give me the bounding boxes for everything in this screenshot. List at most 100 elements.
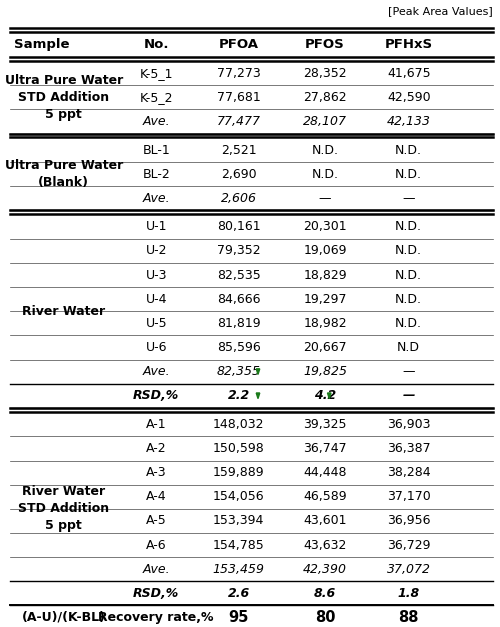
Text: 88: 88: [398, 610, 419, 625]
Text: BL-2: BL-2: [142, 167, 170, 181]
Text: K-5_1: K-5_1: [140, 66, 173, 80]
Text: 77,273: 77,273: [217, 66, 260, 80]
Text: Ave.: Ave.: [142, 115, 170, 128]
Text: 79,352: 79,352: [217, 245, 260, 258]
Text: 154,785: 154,785: [213, 539, 264, 552]
Text: N.D: N.D: [397, 341, 420, 354]
Text: 36,903: 36,903: [387, 418, 430, 431]
Text: 1.8: 1.8: [398, 587, 420, 600]
Text: Sample: Sample: [14, 38, 70, 51]
Text: —: —: [402, 192, 415, 205]
Text: 42,590: 42,590: [387, 91, 430, 104]
Text: N.D.: N.D.: [395, 245, 422, 258]
Text: 28,352: 28,352: [303, 66, 347, 80]
Text: 46,589: 46,589: [303, 490, 347, 503]
Text: 38,284: 38,284: [387, 466, 430, 479]
Text: 153,394: 153,394: [213, 514, 264, 527]
Text: 36,729: 36,729: [387, 539, 430, 552]
Text: [Peak Area Values]: [Peak Area Values]: [388, 6, 492, 16]
Text: 41,675: 41,675: [387, 66, 430, 80]
Text: 37,072: 37,072: [387, 562, 431, 576]
Text: 20,301: 20,301: [303, 220, 347, 233]
Text: (A-U)/(K-BL): (A-U)/(K-BL): [22, 611, 106, 624]
Text: 2,690: 2,690: [221, 167, 256, 181]
Text: —: —: [318, 192, 331, 205]
Text: 2.6: 2.6: [228, 587, 250, 600]
Text: 77,681: 77,681: [217, 91, 260, 104]
Text: Ultra Pure Water
STD Addition
5 ppt: Ultra Pure Water STD Addition 5 ppt: [4, 74, 123, 121]
Text: PFOS: PFOS: [305, 38, 345, 51]
Text: 8.6: 8.6: [314, 587, 336, 600]
Text: U-5: U-5: [146, 317, 167, 330]
Text: 82,355: 82,355: [217, 365, 261, 378]
Text: 36,747: 36,747: [303, 442, 347, 455]
Text: N.D.: N.D.: [395, 293, 422, 306]
Text: 42,133: 42,133: [387, 115, 431, 128]
Text: 27,862: 27,862: [303, 91, 347, 104]
Text: 154,056: 154,056: [213, 490, 264, 503]
Text: Ultra Pure Water
(Blank): Ultra Pure Water (Blank): [4, 159, 123, 189]
Text: 84,666: 84,666: [217, 293, 260, 306]
Text: A-6: A-6: [146, 539, 167, 552]
Text: 18,982: 18,982: [303, 317, 347, 330]
Text: River Water
STD Addition
5 ppt: River Water STD Addition 5 ppt: [18, 485, 110, 532]
Text: Recovery rate,%: Recovery rate,%: [98, 611, 214, 624]
Text: 2.2: 2.2: [228, 389, 250, 403]
Text: U-6: U-6: [146, 341, 167, 354]
Polygon shape: [256, 393, 260, 399]
Text: 43,632: 43,632: [304, 539, 346, 552]
Text: 81,819: 81,819: [217, 317, 260, 330]
Text: 18,829: 18,829: [303, 268, 347, 282]
Text: N.D.: N.D.: [312, 167, 338, 181]
Text: No.: No.: [144, 38, 169, 51]
Text: N.D.: N.D.: [312, 144, 338, 157]
Text: 2,521: 2,521: [221, 144, 256, 157]
Text: RSD,%: RSD,%: [133, 389, 180, 403]
Text: 159,889: 159,889: [213, 466, 264, 479]
Text: 82,535: 82,535: [217, 268, 260, 282]
Text: 80: 80: [315, 610, 335, 625]
Text: 4.2: 4.2: [314, 389, 336, 403]
Text: K-5_2: K-5_2: [140, 91, 173, 104]
Text: 19,297: 19,297: [303, 293, 346, 306]
Text: 77,477: 77,477: [217, 115, 261, 128]
Text: N.D.: N.D.: [395, 268, 422, 282]
Text: 42,390: 42,390: [303, 562, 347, 576]
Text: Ave.: Ave.: [142, 365, 170, 378]
Text: 44,448: 44,448: [303, 466, 346, 479]
Text: —: —: [402, 389, 415, 403]
Text: 20,667: 20,667: [303, 341, 347, 354]
Text: U-1: U-1: [146, 220, 167, 233]
Text: 39,325: 39,325: [303, 418, 346, 431]
Text: A-3: A-3: [146, 466, 167, 479]
Text: A-5: A-5: [146, 514, 167, 527]
Text: PFHxS: PFHxS: [384, 38, 433, 51]
Text: —: —: [402, 365, 415, 378]
Text: 150,598: 150,598: [213, 442, 264, 455]
Text: Ave.: Ave.: [142, 562, 170, 576]
Text: N.D.: N.D.: [395, 317, 422, 330]
Polygon shape: [328, 393, 331, 399]
Text: 36,387: 36,387: [387, 442, 430, 455]
Text: 28,107: 28,107: [303, 115, 347, 128]
Text: 80,161: 80,161: [217, 220, 260, 233]
Text: 37,170: 37,170: [387, 490, 430, 503]
Text: U-4: U-4: [146, 293, 167, 306]
Text: 95: 95: [228, 610, 249, 625]
Text: Ave.: Ave.: [142, 192, 170, 205]
Text: N.D.: N.D.: [395, 167, 422, 181]
Text: BL-1: BL-1: [142, 144, 170, 157]
Text: River Water: River Water: [22, 305, 105, 318]
Text: 19,069: 19,069: [303, 245, 346, 258]
Text: U-2: U-2: [146, 245, 167, 258]
Text: RSD,%: RSD,%: [133, 587, 180, 600]
Text: 19,825: 19,825: [303, 365, 347, 378]
Text: 36,956: 36,956: [387, 514, 430, 527]
Text: A-4: A-4: [146, 490, 167, 503]
Polygon shape: [256, 369, 260, 374]
Text: PFOA: PFOA: [219, 38, 259, 51]
Text: N.D.: N.D.: [395, 144, 422, 157]
Text: 153,459: 153,459: [213, 562, 265, 576]
Text: N.D.: N.D.: [395, 220, 422, 233]
Text: A-2: A-2: [146, 442, 167, 455]
